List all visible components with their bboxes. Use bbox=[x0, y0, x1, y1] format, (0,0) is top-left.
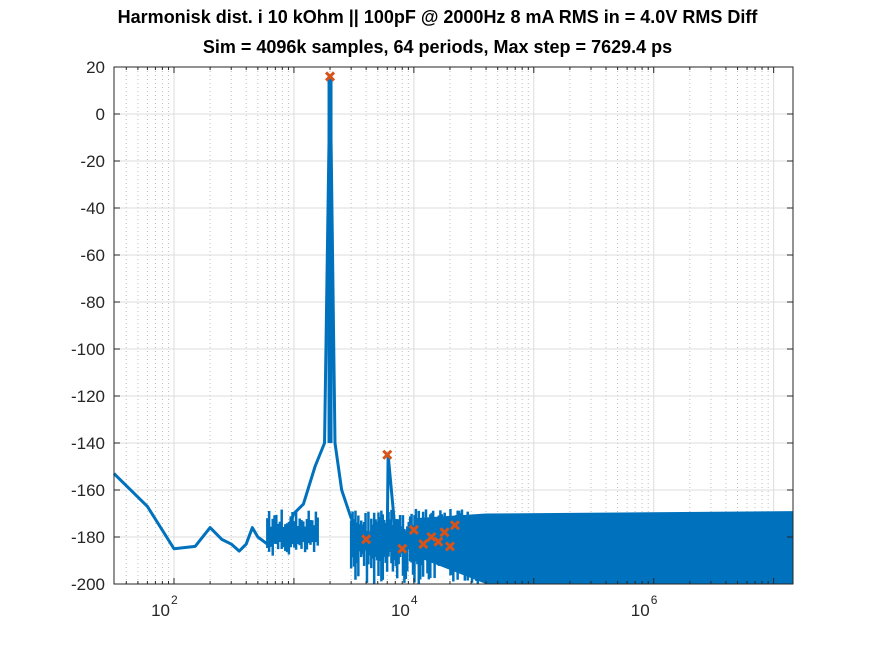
chart-title: Harmonisk dist. i 10 kOhm || 100pF @ 200… bbox=[117, 7, 758, 27]
chart-subtitle: Sim = 4096k samples, 64 periods, Max ste… bbox=[202, 37, 673, 57]
spectrum-line bbox=[112, 74, 793, 553]
y-tick-label: -100 bbox=[71, 340, 105, 359]
x-tick-exponent: 2 bbox=[171, 593, 178, 607]
y-tick-label: 0 bbox=[96, 105, 105, 124]
y-tick-label: -80 bbox=[80, 293, 105, 312]
harmonic-marker bbox=[449, 520, 460, 531]
harmonic-marker bbox=[324, 71, 336, 82]
y-tick-label: -40 bbox=[80, 199, 105, 218]
harmonic-marker bbox=[408, 524, 419, 536]
y-tick-label: -120 bbox=[71, 387, 105, 406]
x-tick-exponent: 4 bbox=[411, 593, 418, 607]
harmonic-marker bbox=[433, 536, 444, 547]
harmonic-marker bbox=[426, 531, 437, 543]
y-tick-label: -160 bbox=[71, 481, 105, 500]
x-tick-label: 10 bbox=[391, 601, 410, 620]
x-tick-exponent: 6 bbox=[651, 593, 658, 607]
y-tick-label: -200 bbox=[71, 575, 105, 594]
y-tick-label: -60 bbox=[80, 246, 105, 265]
harmonic-marker bbox=[444, 541, 456, 552]
x-tick-label: 10 bbox=[151, 601, 170, 620]
harmonic-marker bbox=[418, 538, 429, 550]
y-tick-label: 20 bbox=[86, 58, 105, 77]
x-tick-label: 10 bbox=[631, 601, 650, 620]
y-tick-label: -180 bbox=[71, 528, 105, 547]
y-tick-label: -140 bbox=[71, 434, 105, 453]
harmonic-marker bbox=[382, 449, 393, 460]
y-tick-label: -20 bbox=[80, 152, 105, 171]
harmonic-marker bbox=[397, 543, 408, 554]
harmonic-marker bbox=[439, 527, 450, 538]
harmonic-marker bbox=[361, 534, 372, 545]
